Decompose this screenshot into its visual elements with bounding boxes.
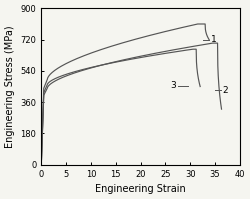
Text: 2: 2 (222, 86, 228, 95)
Text: 1: 1 (210, 35, 216, 44)
Y-axis label: Engineering Stress (MPa): Engineering Stress (MPa) (5, 25, 15, 148)
Text: 3: 3 (170, 81, 176, 90)
X-axis label: Engineering Strain: Engineering Strain (95, 184, 186, 194)
